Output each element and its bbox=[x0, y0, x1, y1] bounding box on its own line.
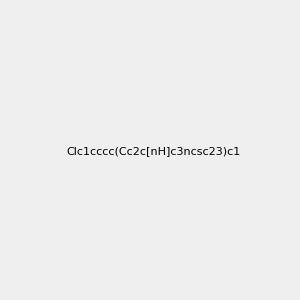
Text: Clc1cccc(Cc2c[nH]c3ncsc23)c1: Clc1cccc(Cc2c[nH]c3ncsc23)c1 bbox=[67, 146, 241, 157]
